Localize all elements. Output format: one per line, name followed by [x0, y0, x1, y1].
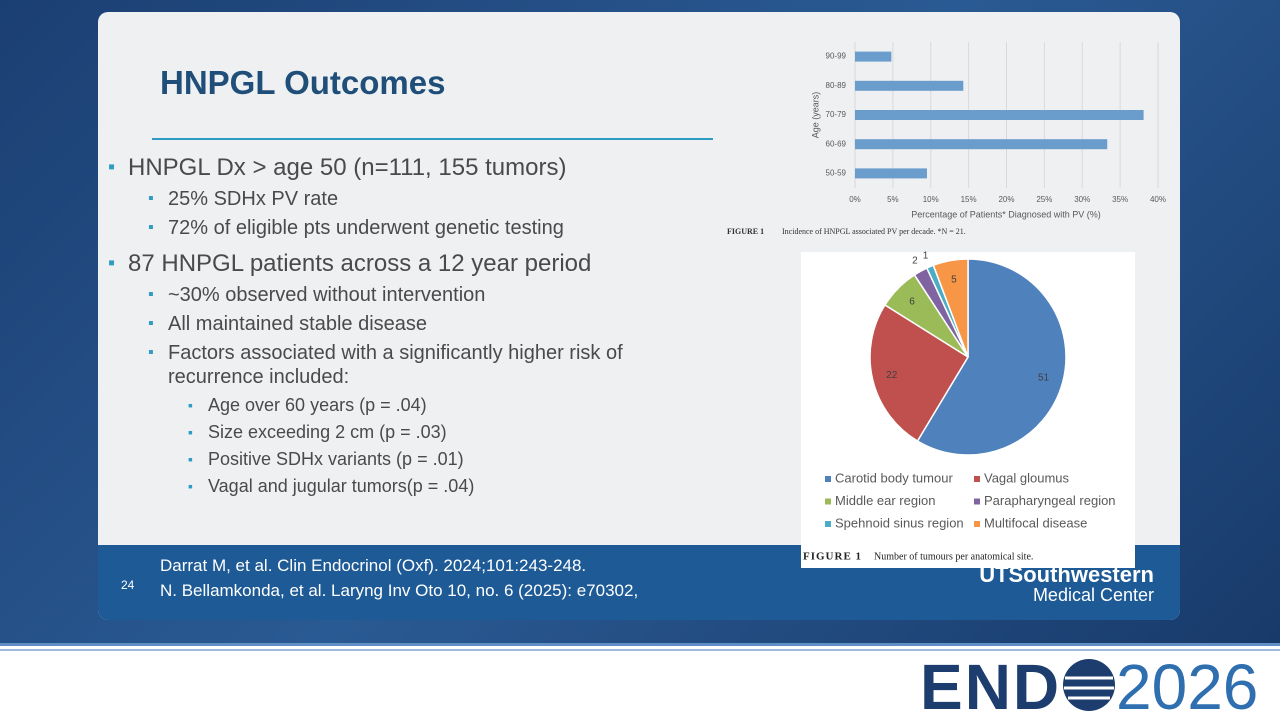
reference: N. Bellamkonda, et al. Laryng Inv Oto 10… — [160, 581, 639, 600]
data-label: 2 — [912, 256, 918, 267]
x-tick-label: 25% — [1036, 195, 1052, 204]
pie-slice — [869, 303, 970, 443]
bar — [855, 139, 1108, 150]
reference: Darrat M, et al. Clin Endocrinol (Oxf). … — [160, 556, 587, 575]
bullet: Positive SDHx variants (p = .01) — [108, 448, 708, 470]
pie-slice — [916, 258, 1067, 456]
bar — [855, 51, 892, 62]
data-label: 51 — [1038, 373, 1050, 384]
caption-label: FIGURE 1 — [727, 227, 764, 236]
legend-label: Middle ear region — [835, 493, 935, 508]
legend-label: Parapharyngeal region — [984, 493, 1116, 508]
bullet: All maintained stable disease — [108, 312, 708, 336]
bullet: 72% of eligible pts underwent genetic te… — [108, 216, 708, 240]
divider — [0, 649, 1280, 651]
logo-subtitle: Medical Center — [1032, 585, 1154, 605]
bullet: Vagal and jugular tumors(p = .04) — [108, 475, 708, 497]
y-tick-label: 90-99 — [826, 52, 847, 61]
bullet: 87 HNPGL patients across a 12 year perio… — [108, 250, 708, 278]
x-tick-label: 10% — [923, 195, 939, 204]
bullet: Factors associated with a significantly … — [108, 341, 708, 389]
bar — [855, 110, 1144, 120]
bullet: 25% SDHx PV rate — [108, 187, 708, 211]
pie-slice — [932, 258, 969, 358]
data-label: 5 — [951, 275, 957, 286]
y-tick-label: 50-59 — [826, 169, 847, 178]
slide-title: HNPGL Outcomes — [160, 64, 446, 101]
bullet: Size exceeding 2 cm (p = .03) — [108, 421, 708, 443]
x-axis-label: Percentage of Patients* Diagnosed with P… — [911, 209, 1101, 219]
caption: Incidence of HNPGL associated PV per dec… — [782, 227, 966, 236]
bullet-list: HNPGL Dx > age 50 (n=111, 155 tumors) 25%… — [108, 148, 708, 497]
legend-swatch — [825, 476, 831, 482]
legend-swatch — [825, 498, 831, 505]
bullet: HNPGL Dx > age 50 (n=111, 155 tumors) — [108, 154, 708, 182]
divider — [0, 643, 1280, 646]
banner-logo: END — [920, 651, 1062, 723]
x-tick-label: 5% — [887, 195, 899, 204]
legend-swatch — [974, 521, 980, 527]
x-tick-label: 40% — [1150, 195, 1166, 204]
y-tick-label: 70-79 — [826, 110, 847, 119]
legend-label: Vagal gloumus — [984, 470, 1070, 485]
data-label: 22 — [886, 370, 898, 381]
data-label: 6 — [909, 297, 915, 308]
bar — [855, 80, 964, 91]
x-tick-label: 0% — [849, 195, 861, 204]
legend-swatch — [974, 498, 980, 505]
banner-year: 2026 — [1116, 651, 1259, 723]
y-axis-label: Age (years) — [810, 92, 820, 139]
legend-swatch — [825, 521, 831, 527]
x-tick-label: 30% — [1074, 195, 1090, 204]
legend-label: Spehnoid sinus region — [835, 515, 964, 530]
caption-label: FIGURE 1 — [803, 551, 862, 563]
caption: Number of tumours per anatomical site. — [874, 551, 1033, 562]
x-tick-label: 15% — [961, 195, 977, 204]
bullet: ~30% observed without intervention — [108, 283, 708, 307]
x-tick-label: 20% — [998, 195, 1014, 204]
y-tick-label: 80-89 — [826, 81, 847, 90]
legend-swatch — [974, 476, 980, 482]
title-rule — [152, 138, 713, 140]
bar — [855, 168, 927, 179]
bullet: Age over 60 years (p = .04) — [108, 394, 708, 416]
slide-number: 24 — [121, 578, 135, 592]
legend-label: Multifocal disease — [984, 515, 1087, 530]
y-tick-label: 60-69 — [826, 139, 847, 148]
x-tick-label: 35% — [1112, 195, 1128, 204]
legend-label: Carotid body tumour — [835, 470, 953, 485]
data-label: 1 — [923, 250, 929, 261]
